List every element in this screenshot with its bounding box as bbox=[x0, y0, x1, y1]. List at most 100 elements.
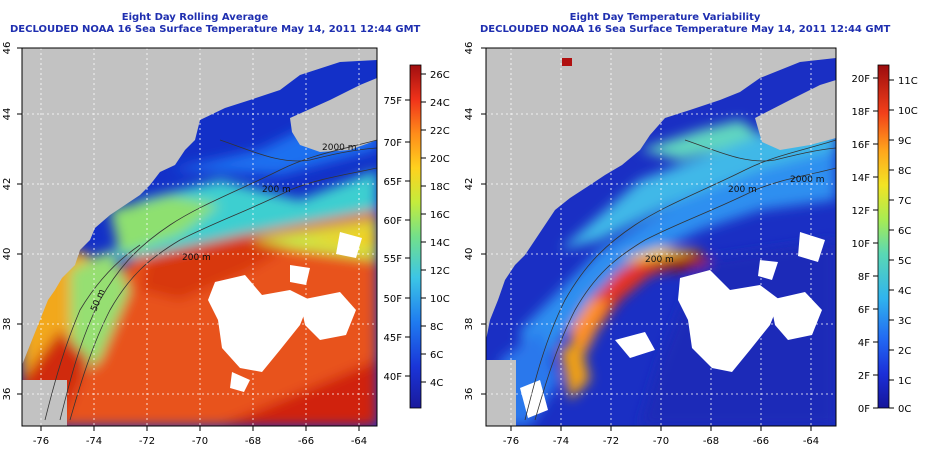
left-contour-label-200m-b: 200 m bbox=[182, 253, 211, 263]
right-colorbar-c-label: 10C bbox=[898, 106, 918, 117]
left-x-tick-label: -76 bbox=[33, 436, 49, 447]
left-x-tick-label: -72 bbox=[139, 436, 155, 447]
right-y-tick-label: 38 bbox=[464, 318, 475, 331]
right-colorbar-c-label: 6C bbox=[898, 226, 911, 237]
right-colorbar-f-label: 16F bbox=[852, 140, 871, 151]
left-colorbar: 26C 24C 22C 20C 18C 16C 14C 12C 10C 8C 6… bbox=[384, 64, 450, 409]
right-map[interactable]: 2000 m 200 m 200 m bbox=[485, 47, 837, 427]
left-y-tick-label: 38 bbox=[2, 318, 13, 331]
left-colorbar-f-label: 45F bbox=[384, 333, 403, 344]
right-colorbar-f-label: 4F bbox=[858, 338, 870, 349]
right-hotspot-marker bbox=[562, 58, 572, 66]
right-colorbar-f-label: 18F bbox=[852, 107, 871, 118]
left-colorbar-c-label: 8C bbox=[430, 322, 443, 333]
right-x-tick-label: -74 bbox=[553, 436, 569, 447]
right-colorbar-ramp bbox=[877, 64, 890, 409]
left-colorbar-c-label: 4C bbox=[430, 378, 443, 389]
right-colorbar-c-label: 5C bbox=[898, 256, 911, 267]
right-colorbar-c-label: 0C bbox=[898, 404, 911, 415]
left-land-nova-scotia bbox=[290, 78, 377, 152]
left-colorbar-c-label: 14C bbox=[430, 238, 450, 249]
right-y-tick-label: 46 bbox=[464, 42, 475, 55]
right-colorbar-f-label: 2F bbox=[858, 371, 870, 382]
left-y-tick-label: 46 bbox=[2, 42, 13, 55]
right-x-axis bbox=[510, 426, 812, 431]
left-x-tick-label: -74 bbox=[86, 436, 102, 447]
right-colorbar-f-label: 8F bbox=[858, 272, 870, 283]
left-colorbar-c-label: 12C bbox=[430, 266, 450, 277]
right-colorbar-f-label: 0F bbox=[858, 404, 870, 415]
right-map-title: Eight Day Temperature Variability DECLOU… bbox=[480, 12, 891, 36]
right-colorbar-f-label: 6F bbox=[858, 305, 870, 316]
left-colorbar-f-label: 60F bbox=[384, 216, 403, 227]
left-map[interactable]: 2000 m 200 m 200 m 50 m bbox=[21, 47, 378, 427]
right-colorbar-c-label: 11C bbox=[898, 76, 918, 87]
left-colorbar-f-label: 40F bbox=[384, 372, 403, 383]
left-colorbar-f-label: 55F bbox=[384, 254, 403, 265]
right-x-tick-label: -70 bbox=[653, 436, 669, 447]
right-colorbar-c-label: 8C bbox=[898, 166, 911, 177]
left-x-tick-label: -64 bbox=[351, 436, 367, 447]
right-colorbar-c-label: 4C bbox=[898, 286, 911, 297]
left-colorbar-c-label: 18C bbox=[430, 182, 450, 193]
left-y-tick-label: 42 bbox=[2, 178, 13, 191]
right-colorbar-f-label: 12F bbox=[852, 206, 871, 217]
left-colorbar-c-label: 10C bbox=[430, 294, 450, 305]
right-x-tick-label: -66 bbox=[753, 436, 769, 447]
right-colorbar-c-label: 1C bbox=[898, 376, 911, 387]
left-land-south bbox=[22, 380, 67, 426]
left-colorbar-f-label: 75F bbox=[384, 96, 403, 107]
right-colorbar: 11C 10C 9C 8C 7C 6C 5C 4C 3C 2C 1C 0C 20… bbox=[852, 64, 918, 415]
right-y-tick-label: 40 bbox=[464, 248, 475, 261]
right-y-axis bbox=[481, 47, 486, 395]
right-y-tick-label: 36 bbox=[464, 388, 475, 401]
left-graticule bbox=[22, 48, 377, 426]
left-y-tick-label: 36 bbox=[2, 388, 13, 401]
right-x-tick-label: -68 bbox=[703, 436, 719, 447]
right-x-tick-label: -76 bbox=[503, 436, 519, 447]
left-colorbar-f-label: 65F bbox=[384, 177, 403, 188]
left-y-tick-label: 40 bbox=[2, 248, 13, 261]
right-x-tick-label: -64 bbox=[803, 436, 819, 447]
left-colorbar-c-label: 20C bbox=[430, 154, 450, 165]
right-contour-label-200m-a: 200 m bbox=[728, 185, 757, 195]
left-colorbar-ramp bbox=[409, 64, 422, 409]
left-x-tick-label: -68 bbox=[245, 436, 261, 447]
right-colorbar-c-label: 9C bbox=[898, 136, 911, 147]
left-colorbar-c-label: 22C bbox=[430, 126, 450, 137]
left-title-line2: DECLOUDED NOAA 16 Sea Surface Temperatur… bbox=[10, 24, 421, 35]
left-x-tick-label: -66 bbox=[298, 436, 314, 447]
right-colorbar-c-label: 7C bbox=[898, 196, 911, 207]
right-colorbar-f-label: 20F bbox=[852, 74, 871, 85]
left-bathymetry-contours bbox=[44, 139, 377, 421]
right-colorbar-c-label: 2C bbox=[898, 346, 911, 357]
right-land-south bbox=[486, 360, 516, 426]
left-cloud-mask bbox=[208, 232, 362, 392]
right-colorbar-f-label: 10F bbox=[852, 239, 871, 250]
right-land-northeast bbox=[486, 48, 836, 340]
left-title-line1: Eight Day Rolling Average bbox=[121, 12, 269, 23]
left-colorbar-c-label: 16C bbox=[430, 210, 450, 221]
right-title-line2: DECLOUDED NOAA 16 Sea Surface Temperatur… bbox=[480, 24, 891, 35]
left-x-tick-label: -70 bbox=[192, 436, 208, 447]
right-x-tick-label: -72 bbox=[603, 436, 619, 447]
right-y-tick-label: 42 bbox=[464, 178, 475, 191]
left-colorbar-c-label: 26C bbox=[430, 70, 450, 81]
right-colorbar-c-label: 3C bbox=[898, 316, 911, 327]
right-graticule bbox=[486, 48, 836, 426]
left-x-axis bbox=[40, 426, 360, 431]
right-cloud-mask bbox=[520, 232, 825, 418]
left-y-tick-label: 44 bbox=[2, 108, 13, 121]
left-colorbar-f-label: 70F bbox=[384, 138, 403, 149]
left-colorbar-f-label: 50F bbox=[384, 294, 403, 305]
right-y-tick-label: 44 bbox=[464, 108, 475, 121]
right-contour-label-2000m: 2000 m bbox=[790, 175, 825, 185]
right-contour-label-200m-b: 200 m bbox=[645, 255, 674, 265]
right-title-line1: Eight Day Temperature Variability bbox=[569, 12, 761, 23]
left-y-axis bbox=[17, 47, 22, 395]
left-colorbar-c-label: 24C bbox=[430, 98, 450, 109]
left-colorbar-c-label: 6C bbox=[430, 350, 443, 361]
left-land-northeast bbox=[22, 48, 377, 365]
right-bathymetry-contours bbox=[524, 139, 836, 421]
